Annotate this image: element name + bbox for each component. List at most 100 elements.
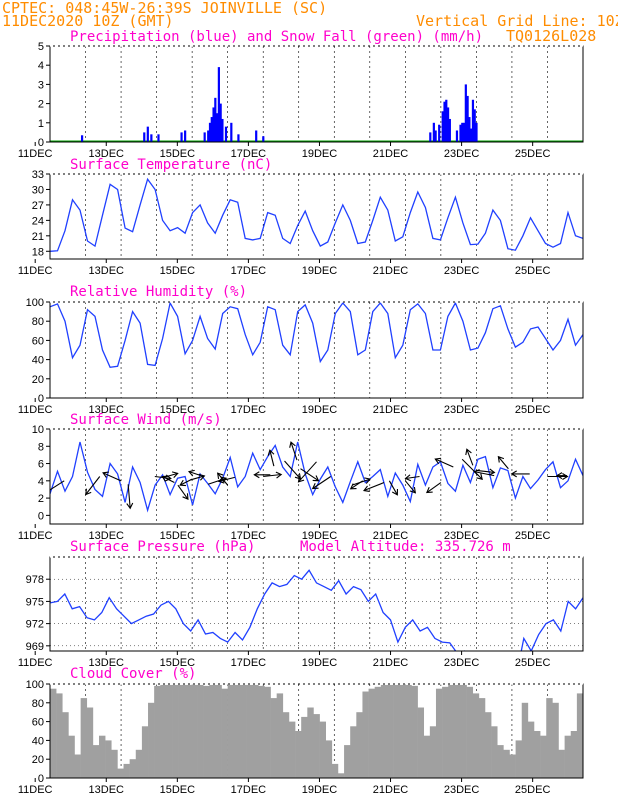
wind-vector-arrow — [404, 474, 420, 482]
y-tick-label: 972 — [26, 619, 44, 631]
wind-vector-arrow — [349, 480, 363, 490]
x-tick-label: 11DEC — [18, 148, 53, 160]
wind-vector-arrow — [476, 468, 496, 476]
y-tick-label: 40 — [32, 355, 44, 367]
cloud-bar — [276, 693, 284, 778]
x-tick-label: 25DEC — [515, 784, 551, 796]
y-tick-label: 2 — [38, 99, 44, 111]
wind-vector-arrow — [297, 461, 317, 483]
precip-bar — [434, 130, 437, 142]
cloud-bar — [564, 735, 572, 778]
header-init-time: 11DEC2020 10Z (GMT) — [2, 12, 174, 30]
cloud-bar — [215, 684, 222, 778]
cloud-bar — [442, 686, 449, 778]
precip-bar — [468, 117, 471, 142]
precip-bar — [461, 122, 464, 142]
y-tick-label: 60 — [32, 717, 44, 729]
precip-bar — [207, 130, 210, 142]
precip-bar — [441, 111, 444, 142]
wind-vector-arrow — [388, 480, 399, 496]
cloud-cover-panel: 0 20 40 60 80 100 11DEC 13DEC 15DEC 17DEC 19DEC 21D… — [18, 666, 584, 796]
precip-bar — [262, 136, 265, 142]
y-tick-label: 0 — [38, 137, 44, 149]
x-tick-label: 11DEC — [18, 265, 53, 277]
x-tick-label: 15DEC — [160, 265, 196, 277]
cloud-bar — [154, 685, 161, 778]
precip-bar — [216, 113, 219, 142]
x-tick-label: 17DEC — [231, 657, 267, 669]
cloud-bar — [509, 754, 516, 778]
y-tick-label: 21 — [32, 231, 44, 243]
cloud-bar — [356, 712, 363, 778]
x-tick-label: 23DEC — [444, 404, 480, 416]
cloud-bar — [105, 740, 112, 778]
cloud-bar — [435, 688, 443, 778]
x-tick-label: 23DEC — [444, 784, 480, 796]
cloud-bar — [111, 749, 118, 778]
y-tick-label: 4 — [38, 476, 44, 488]
wind-vector-arrow — [461, 458, 483, 480]
cloud-bar — [337, 773, 345, 778]
y-tick-label: 27 — [32, 200, 44, 212]
cloud-bar — [448, 684, 455, 778]
wind-vector-arrow — [102, 471, 122, 482]
panel-frame — [49, 45, 584, 143]
cloud-bar — [239, 684, 247, 778]
cloud-bar — [540, 735, 547, 778]
plot-area — [50, 569, 583, 651]
cloud-bar — [62, 712, 69, 778]
x-tick-label: 17DEC — [231, 265, 267, 277]
wind-vector-arrow — [289, 441, 298, 461]
precip-bar — [470, 128, 473, 142]
x-tick-label: 19DEC — [302, 265, 338, 277]
cloud-bar — [166, 684, 173, 778]
x-tick-label: 25DEC — [515, 148, 551, 160]
cloud-bar — [295, 731, 302, 778]
cloud-bar — [558, 749, 565, 778]
cloud-bar — [386, 684, 394, 778]
cloud-bar — [252, 684, 259, 778]
wind-vector-arrow — [404, 480, 417, 494]
cloud-bar — [313, 714, 320, 778]
cloud-bar — [227, 684, 235, 778]
wind-vector-arrow — [216, 472, 229, 486]
y-tick-label: 1 — [38, 118, 44, 130]
cloud-bar — [74, 754, 81, 778]
x-tick-label: 17DEC — [231, 404, 267, 416]
cloud-bar — [172, 684, 179, 778]
plot-area — [50, 441, 583, 513]
cloud-title: Cloud Cover (%) — [70, 666, 196, 682]
x-tick-label: 23DEC — [444, 657, 480, 669]
cloud-bar — [258, 685, 265, 778]
cloud-bar — [160, 684, 167, 778]
y-tick-label: 60 — [32, 335, 44, 347]
cloud-bar — [148, 702, 155, 778]
y-tick-label: 30 — [32, 184, 44, 196]
cloud-bar — [533, 731, 541, 778]
cloud-bar — [141, 726, 149, 778]
precip-bar — [143, 132, 146, 142]
cloud-bar — [503, 749, 510, 778]
cloud-bar — [301, 716, 308, 778]
cloud-bar — [288, 721, 296, 778]
y-tick-label: 978 — [26, 574, 44, 586]
precip-bar — [446, 107, 450, 142]
plot-area — [50, 684, 583, 778]
cloud-bar — [246, 684, 253, 778]
cloud-bar — [393, 684, 400, 778]
plot-area — [50, 67, 583, 142]
x-tick-label: 25DEC — [515, 657, 551, 669]
precip-bar — [438, 124, 441, 142]
pressure-panel: 969 972 975 978 11DEC 13DEC 15DEC 17DEC 19DEC 21D… — [18, 539, 584, 669]
cloud-bar — [552, 702, 559, 778]
y-tick-label: 0 — [38, 773, 44, 785]
wind-vector-arrow — [425, 482, 442, 494]
x-tick-label: 15DEC — [160, 530, 196, 542]
cloud-bar — [423, 735, 431, 778]
y-tick-label: 0 — [38, 393, 44, 405]
cloud-bar — [546, 698, 553, 778]
cloud-bar — [197, 684, 204, 778]
cloud-bar — [50, 688, 57, 778]
x-tick-label: 13DEC — [89, 530, 125, 542]
